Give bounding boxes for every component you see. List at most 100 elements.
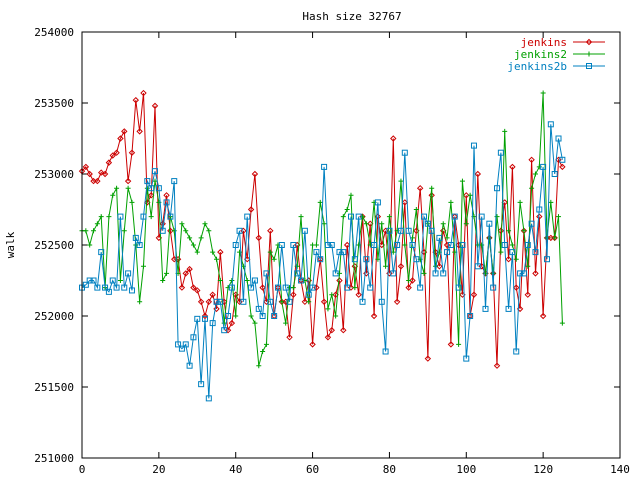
data-point-jenkins	[328, 326, 335, 334]
data-point-jenkins2	[559, 320, 565, 326]
data-point-jenkins2b	[228, 284, 235, 291]
data-point-jenkins2	[413, 207, 419, 212]
data-point-jenkins	[309, 341, 316, 348]
data-point-jenkins2b	[163, 199, 170, 206]
data-point-jenkins	[194, 287, 201, 294]
data-point-jenkins	[424, 355, 432, 362]
data-point-jenkins2	[267, 249, 273, 255]
data-point-jenkins2	[137, 299, 143, 305]
data-point-jenkins2	[117, 278, 123, 283]
data-point-jenkins2b	[363, 256, 370, 263]
data-point-jenkins2b	[155, 185, 162, 192]
data-point-jenkins2b	[90, 277, 97, 284]
data-point-jenkins	[201, 312, 209, 320]
data-point-jenkins2	[544, 235, 550, 241]
data-point-jenkins2b	[386, 227, 393, 234]
data-point-jenkins	[401, 199, 409, 206]
data-point-jenkins2	[513, 256, 519, 262]
data-point-jenkins2b	[340, 249, 347, 256]
legend-label-jenkins: jenkins	[521, 36, 567, 49]
data-point-jenkins2b	[309, 284, 316, 291]
data-point-jenkins	[370, 312, 378, 320]
data-point-jenkins2b	[182, 341, 189, 348]
data-point-jenkins2	[271, 256, 277, 262]
y-tick-label: 254000	[34, 26, 74, 39]
data-point-jenkins2b	[524, 242, 531, 248]
data-point-jenkins2b	[132, 234, 139, 241]
data-point-jenkins	[493, 362, 501, 369]
data-point-jenkins	[128, 149, 136, 156]
data-point-jenkins2	[398, 178, 404, 184]
data-point-jenkins2	[521, 228, 527, 234]
data-point-jenkins	[340, 326, 347, 334]
data-point-jenkins2b	[128, 287, 135, 294]
data-point-jenkins2	[171, 228, 177, 234]
data-point-jenkins2	[444, 235, 450, 241]
data-point-jenkins2b	[421, 213, 428, 220]
data-point-jenkins2	[114, 185, 120, 191]
data-point-jenkins2	[317, 199, 323, 205]
data-point-jenkins2b	[397, 227, 404, 234]
data-point-jenkins2b	[459, 242, 466, 248]
data-point-jenkins2b	[405, 227, 412, 234]
series-jenkins2b	[79, 121, 566, 402]
data-point-jenkins2	[110, 192, 116, 198]
data-point-jenkins2b	[424, 220, 431, 227]
data-point-jenkins2	[529, 185, 535, 191]
data-point-jenkins2	[187, 235, 193, 241]
data-point-jenkins2b	[494, 185, 501, 192]
y-axis-label: walk	[4, 231, 17, 258]
data-point-jenkins2b	[86, 277, 93, 284]
x-tick-label: 80	[383, 463, 396, 476]
data-point-jenkins2b	[286, 298, 293, 305]
data-point-jenkins	[447, 341, 455, 348]
data-point-jenkins	[290, 291, 297, 298]
data-point-jenkins2	[306, 299, 312, 305]
data-point-jenkins2b	[298, 277, 305, 284]
data-point-jenkins2	[217, 278, 223, 283]
data-point-jenkins	[470, 291, 478, 298]
data-point-jenkins2b	[540, 163, 547, 170]
data-point-jenkins2	[121, 228, 127, 234]
data-point-jenkins	[117, 135, 124, 142]
data-point-jenkins2	[421, 270, 427, 276]
data-point-jenkins2b	[328, 242, 335, 248]
data-point-jenkins2b	[351, 256, 358, 263]
series-line-jenkins2b	[81, 124, 563, 399]
data-point-jenkins2	[298, 214, 304, 220]
data-point-jenkins2	[210, 249, 216, 255]
data-point-jenkins2	[152, 178, 158, 184]
data-point-jenkins2b	[444, 249, 451, 256]
data-point-jenkins2b	[451, 213, 458, 220]
data-point-jenkins2b	[140, 213, 147, 220]
data-point-jenkins2b	[355, 213, 362, 220]
data-point-jenkins2	[433, 263, 439, 269]
data-point-jenkins2b	[301, 227, 308, 234]
data-point-jenkins2	[525, 263, 531, 269]
data-point-jenkins2b	[213, 298, 220, 305]
data-point-jenkins2b	[148, 185, 155, 192]
data-point-jenkins2b	[501, 242, 508, 248]
data-point-jenkins	[136, 128, 143, 135]
data-point-jenkins	[186, 265, 193, 273]
data-point-jenkins	[190, 284, 197, 291]
x-tick-label: 60	[306, 463, 319, 476]
data-point-jenkins2	[283, 320, 289, 326]
data-point-jenkins	[167, 227, 174, 235]
data-point-jenkins2b	[486, 220, 493, 227]
data-point-jenkins	[528, 156, 535, 164]
series-line-jenkins	[81, 93, 563, 366]
data-point-jenkins2b	[394, 242, 401, 248]
data-point-jenkins2b	[482, 305, 489, 312]
data-point-jenkins2	[252, 320, 258, 326]
data-point-jenkins2	[402, 242, 408, 248]
series-jenkins	[78, 89, 566, 369]
data-point-jenkins2	[386, 214, 392, 220]
data-point-jenkins2b	[432, 270, 439, 277]
data-point-jenkins2b	[113, 284, 120, 291]
data-point-jenkins	[343, 241, 351, 249]
data-point-jenkins2	[140, 263, 146, 269]
data-point-jenkins2b	[332, 270, 339, 277]
data-point-jenkins2	[532, 171, 538, 177]
